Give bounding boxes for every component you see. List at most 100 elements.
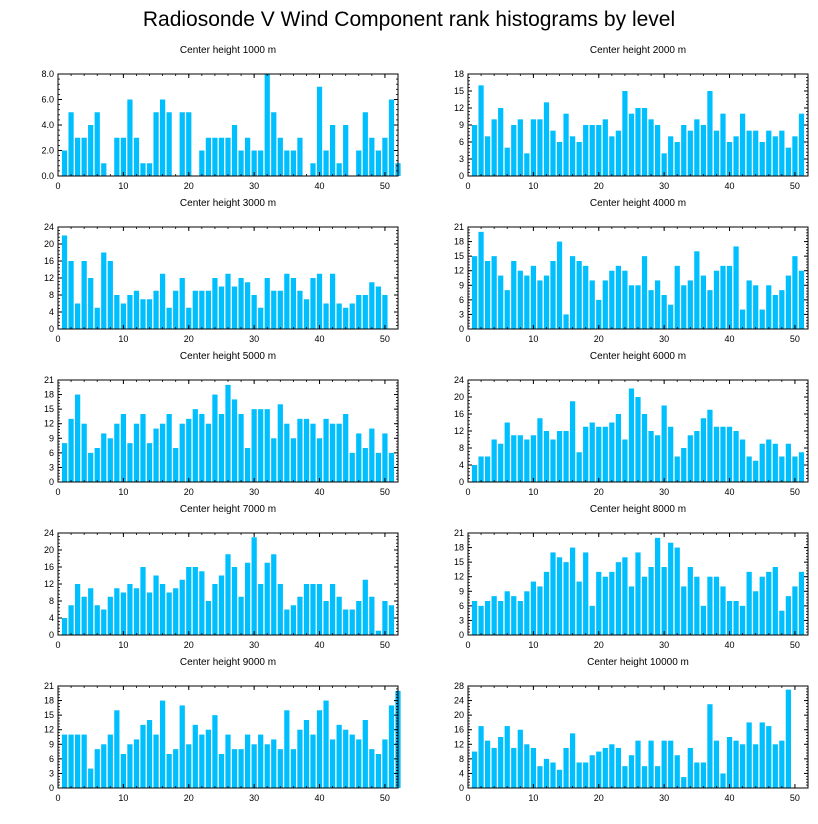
histogram-bar [336, 423, 342, 482]
y-tick-label: 3 [459, 309, 464, 319]
x-tick-label: 20 [184, 487, 194, 497]
histogram-bar [120, 137, 126, 176]
histogram-bar [733, 740, 739, 788]
histogram-bar [61, 235, 68, 329]
histogram-bar [707, 290, 713, 329]
histogram-panel-7: Center height 7000 m 0 4 8 12 16 20 24 0 10 20 30 40… [0, 504, 400, 657]
histogram-bar [563, 431, 569, 482]
histogram-bar [556, 241, 563, 329]
histogram-bar [628, 388, 635, 482]
panel-title: Center height 8000 m [589, 504, 687, 515]
histogram-bar [622, 439, 628, 482]
histogram-bar [127, 99, 133, 176]
histogram-bar [681, 125, 687, 176]
figure-title: Radiosonde V Wind Component rank histogr… [142, 8, 676, 31]
histogram-bar [570, 733, 576, 788]
histogram-panel-8: Center height 8000 m 0 3 6 9 12 15 18 21 0 10 20 30 4… [410, 504, 810, 657]
histogram-bar [369, 749, 375, 788]
histogram-bar [140, 163, 146, 176]
histogram-bar [648, 119, 654, 176]
histogram-bar [615, 414, 621, 482]
histogram-bar [746, 456, 752, 482]
histogram-bar [609, 422, 615, 482]
histogram-bar [511, 596, 517, 635]
y-tick-label: 4 [49, 613, 54, 623]
histogram-bar [186, 418, 192, 482]
histogram-bar [375, 452, 381, 482]
histogram-bar [212, 137, 218, 176]
histogram-bar [694, 576, 700, 635]
histogram-bar [245, 448, 251, 482]
histogram-bar [602, 426, 608, 482]
histogram-bar [596, 299, 602, 329]
histogram-bar [674, 265, 680, 329]
histogram-bar [713, 270, 720, 329]
histogram-bar [478, 231, 484, 329]
y-tick-label: 20 [44, 545, 54, 555]
histogram-bar [375, 286, 381, 329]
histogram-bar [622, 766, 628, 788]
histogram-bar [245, 562, 251, 635]
histogram-bar [388, 452, 395, 482]
y-tick-label: 4 [459, 768, 464, 778]
histogram-bar [622, 270, 628, 329]
panel-title: Center height 2000 m [589, 45, 687, 56]
histogram-bar [713, 576, 720, 635]
x-tick-label: 30 [659, 487, 669, 497]
histogram-bar [504, 147, 510, 176]
histogram-bar [94, 605, 100, 635]
y-tick-label: 24 [454, 696, 464, 706]
histogram-bar [225, 273, 231, 329]
histogram-bar [779, 740, 785, 788]
y-tick-label: 6 [459, 601, 464, 611]
histogram-bar [114, 295, 120, 329]
histogram-bar [375, 150, 381, 176]
histogram-bar [556, 769, 563, 788]
histogram-bar [101, 609, 107, 635]
x-tick-label: 0 [55, 181, 60, 191]
histogram-panel-10: Center height 10000 m 0 4 8 12 16 20 24 28 0 10 20 3… [410, 657, 810, 810]
histogram-bar [609, 744, 615, 788]
x-tick-label: 10 [528, 793, 538, 803]
y-tick-label: 0 [49, 630, 54, 640]
histogram-bar [655, 766, 661, 788]
histogram-bar [583, 552, 589, 635]
x-tick-label: 40 [315, 334, 325, 344]
x-tick-label: 40 [315, 793, 325, 803]
histogram-bar [648, 740, 654, 788]
histogram-bar [537, 766, 543, 788]
histogram-bar [596, 125, 602, 176]
y-tick-label: 20 [454, 710, 464, 720]
histogram-bar [127, 295, 133, 329]
x-tick-label: 0 [465, 487, 470, 497]
histogram-bar [491, 119, 497, 176]
histogram-bar [330, 739, 336, 788]
histogram-bar [153, 428, 159, 482]
histogram-bar [694, 251, 700, 329]
histogram-bar [277, 404, 283, 482]
histogram-bar [785, 443, 791, 482]
histogram-bar [284, 710, 290, 788]
histogram-bar [271, 290, 277, 329]
histogram-bar [478, 456, 484, 482]
histogram-bar [713, 426, 720, 482]
histogram-bar [382, 601, 388, 635]
histogram-bar [140, 567, 146, 635]
histogram-bar [687, 280, 693, 329]
y-tick-label: 0 [459, 324, 464, 334]
histogram-bar [382, 137, 388, 176]
histogram-bar [205, 423, 211, 482]
histogram-bar [707, 576, 713, 635]
y-tick-label: 12 [44, 419, 54, 429]
histogram-bar [700, 762, 706, 788]
x-tick-label: 10 [118, 487, 128, 497]
x-tick-label: 50 [790, 640, 800, 650]
histogram-bar [504, 591, 510, 635]
histogram-bar [231, 399, 238, 482]
x-tick-label: 40 [315, 181, 325, 191]
histogram-bar [576, 581, 582, 635]
histogram-bar [543, 571, 550, 635]
histogram-bar [186, 567, 192, 635]
x-tick-label: 10 [118, 640, 128, 650]
histogram-bar [186, 112, 192, 176]
